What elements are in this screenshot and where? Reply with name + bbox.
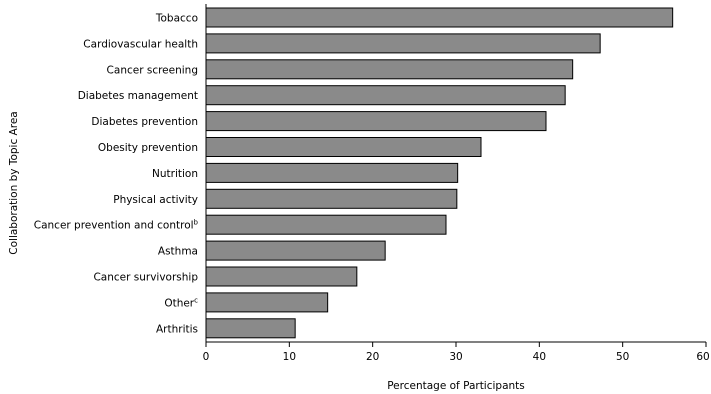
category-label: Obesity prevention bbox=[98, 142, 198, 154]
category-label: Otherc bbox=[164, 296, 198, 309]
category-label: Cardiovascular health bbox=[83, 38, 198, 50]
bar bbox=[205, 240, 386, 261]
category-label: Diabetes management bbox=[78, 90, 198, 102]
bar bbox=[205, 111, 547, 132]
footnote-marker: b bbox=[194, 219, 199, 227]
x-tick-label: 0 bbox=[203, 351, 210, 363]
category-label: Cancer screening bbox=[107, 64, 198, 76]
bar bbox=[205, 292, 329, 313]
x-tick-label: 50 bbox=[616, 351, 629, 363]
x-tick-label: 60 bbox=[696, 351, 709, 363]
bar bbox=[205, 318, 296, 339]
category-label: Asthma bbox=[158, 246, 198, 258]
x-tick-label: 40 bbox=[533, 351, 546, 363]
bar bbox=[205, 188, 458, 209]
bar bbox=[205, 266, 358, 287]
category-label: Nutrition bbox=[152, 168, 198, 180]
y-axis-title: Collaboration by Topic Area bbox=[8, 111, 20, 254]
category-label: Arthritis bbox=[156, 323, 198, 335]
x-tick-label: 10 bbox=[283, 351, 296, 363]
bar bbox=[205, 137, 482, 157]
category-label: Tobacco bbox=[155, 13, 198, 25]
x-tick-label: 20 bbox=[366, 351, 379, 363]
category-label: Cancer prevention and controlb bbox=[34, 219, 199, 232]
x-ticks: 0 10 20 30 40 50 60 bbox=[203, 342, 710, 363]
category-label: Diabetes prevention bbox=[91, 116, 198, 128]
bar bbox=[205, 214, 447, 235]
bar bbox=[205, 85, 566, 106]
bars-layer bbox=[205, 7, 674, 339]
bar bbox=[205, 33, 601, 54]
x-axis-title: Percentage of Participants bbox=[387, 380, 525, 392]
category-label: Physical activity bbox=[113, 194, 198, 206]
footnote-marker: c bbox=[194, 296, 198, 304]
bar bbox=[205, 162, 459, 183]
x-tick-label: 30 bbox=[449, 351, 462, 363]
category-label: Cancer survivorship bbox=[93, 272, 198, 284]
bar bbox=[205, 59, 574, 80]
category-labels: Tobacco Cardiovascular health Cancer scree… bbox=[34, 13, 199, 336]
bar bbox=[205, 7, 674, 28]
